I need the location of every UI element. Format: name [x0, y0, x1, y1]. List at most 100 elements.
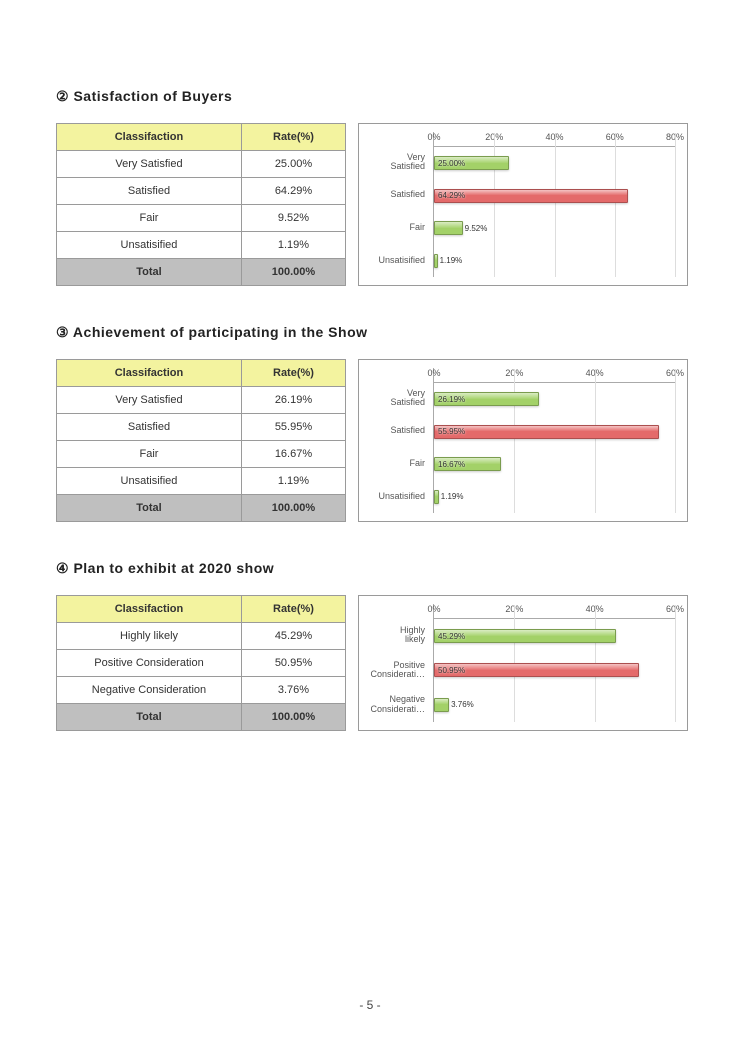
table-header: Classifaction: [57, 360, 242, 387]
row-rate: 55.95%: [241, 414, 345, 441]
y-axis-label: VerySatisfied: [359, 382, 429, 415]
x-axis: 0%20%40%60%80%: [434, 132, 675, 147]
x-axis-tick: 80%: [666, 132, 684, 142]
table-row: Satisfied64.29%: [57, 178, 346, 205]
row-label: Unsatisified: [57, 232, 242, 259]
total-rate: 100.00%: [241, 495, 345, 522]
bar-value-label: 26.19%: [438, 393, 465, 405]
bar: 64.29%: [434, 189, 628, 203]
x-axis: 0%20%40%60%: [434, 368, 675, 383]
x-axis-tick: 40%: [586, 604, 604, 614]
table-total-row: Total100.00%: [57, 495, 346, 522]
section-title: ④ Plan to exhibit at 2020 show: [56, 560, 688, 577]
x-axis-tick: 0%: [427, 368, 440, 378]
table-header: Rate(%): [241, 124, 345, 151]
bar-row: 3.76%: [434, 688, 675, 722]
bar-row: 50.95%: [434, 653, 675, 687]
row-label: Very Satisfied: [57, 387, 242, 414]
row-rate: 64.29%: [241, 178, 345, 205]
row-rate: 3.76%: [241, 677, 345, 704]
x-axis-tick: 0%: [427, 132, 440, 142]
chart-plot: 0%20%40%60%45.29%50.95%3.76%: [433, 604, 675, 722]
total-label: Total: [57, 495, 242, 522]
bar-value-label: 16.67%: [438, 458, 465, 470]
section-row: ClassifactionRate(%)Very Satisfied26.19%…: [56, 359, 688, 522]
bar-chart: VerySatisfiedSatisfiedFairUnsatisified0%…: [358, 123, 688, 286]
bar-row: 1.19%: [434, 245, 675, 278]
section: ③ Achievement of participating in the Sh…: [56, 324, 688, 522]
bar: 45.29%: [434, 629, 616, 643]
bar-value-label: 50.95%: [438, 664, 465, 676]
chart-ylabels: VerySatisfiedSatisfiedFairUnsatisified: [359, 132, 433, 277]
page-number: - 5 -: [0, 998, 740, 1012]
y-axis-label: Satisfied: [359, 415, 429, 448]
row-label: Unsatisified: [57, 468, 242, 495]
bar-value-label: 25.00%: [438, 157, 465, 169]
table-header: Classifaction: [57, 596, 242, 623]
row-rate: 1.19%: [241, 232, 345, 259]
bar-row: 16.67%: [434, 448, 675, 481]
bar-row: 1.19%: [434, 481, 675, 514]
row-rate: 25.00%: [241, 151, 345, 178]
total-rate: 100.00%: [241, 259, 345, 286]
row-label: Fair: [57, 441, 242, 468]
y-axis-label: NegativeConsiderati…: [359, 687, 429, 722]
y-axis-label: Unsatisified: [359, 480, 429, 513]
classification-table: ClassifactionRate(%)Very Satisfied26.19%…: [56, 359, 346, 522]
chart-bars: 45.29% 50.95% 3.76%: [434, 619, 675, 722]
bar: 50.95%: [434, 663, 639, 677]
table-row: Very Satisfied26.19%: [57, 387, 346, 414]
table-header: Rate(%): [241, 360, 345, 387]
table-total-row: Total100.00%: [57, 704, 346, 731]
section-row: ClassifactionRate(%)Very Satisfied25.00%…: [56, 123, 688, 286]
y-axis-label: Fair: [359, 448, 429, 481]
table-row: Negative Consideration3.76%: [57, 677, 346, 704]
row-rate: 50.95%: [241, 650, 345, 677]
row-rate: 45.29%: [241, 623, 345, 650]
bar-chart: VerySatisfiedSatisfiedFairUnsatisified 0%…: [358, 359, 688, 522]
row-label: Satisfied: [57, 414, 242, 441]
table-row: Positive Consideration50.95%: [57, 650, 346, 677]
bar: 1.19%: [434, 490, 439, 504]
y-axis-label: Highlylikely: [359, 618, 429, 653]
table-header: Rate(%): [241, 596, 345, 623]
x-axis-tick: 40%: [545, 132, 563, 142]
bar: 55.95%: [434, 425, 659, 439]
chart-ylabels: HighlylikelyPositiveConsiderati…Negative…: [359, 604, 433, 722]
bar: 25.00%: [434, 156, 509, 170]
row-rate: 1.19%: [241, 468, 345, 495]
table-row: Unsatisified1.19%: [57, 232, 346, 259]
bar: 1.19%: [434, 254, 438, 268]
page-content: ② Satisfaction of BuyersClassifactionRat…: [56, 88, 688, 731]
y-axis-label: Fair: [359, 212, 429, 245]
bar-value-label: 55.95%: [438, 426, 465, 438]
bar-value-label: 64.29%: [438, 190, 465, 202]
x-axis-tick: 60%: [606, 132, 624, 142]
table-row: Very Satisfied25.00%: [57, 151, 346, 178]
table-row: Fair16.67%: [57, 441, 346, 468]
bar-row: 64.29%: [434, 180, 675, 213]
row-label: Negative Consideration: [57, 677, 242, 704]
bar-value-label: 3.76%: [451, 699, 474, 711]
bar: 16.67%: [434, 457, 501, 471]
bar-row: 45.29%: [434, 619, 675, 653]
bar-value-label: 9.52%: [465, 222, 488, 234]
section-row: ClassifactionRate(%)Highly likely45.29%P…: [56, 595, 688, 731]
table-row: Fair9.52%: [57, 205, 346, 232]
chart-plot: 0%20%40%60%80%25.00%64.29%9.52%1.19%: [433, 132, 675, 277]
bar: 26.19%: [434, 392, 539, 406]
total-label: Total: [57, 704, 242, 731]
section-title: ② Satisfaction of Buyers: [56, 88, 688, 105]
x-axis-tick: 0%: [427, 604, 440, 614]
row-label: Satisfied: [57, 178, 242, 205]
row-rate: 16.67%: [241, 441, 345, 468]
bar-row: 25.00%: [434, 147, 675, 180]
y-axis-label: Satisfied: [359, 179, 429, 212]
bar-value-label: 1.19%: [441, 491, 464, 503]
bar-value-label: 1.19%: [440, 255, 463, 267]
y-axis-label: Unsatisified: [359, 244, 429, 277]
classification-table: ClassifactionRate(%)Very Satisfied25.00%…: [56, 123, 346, 286]
table-row: Highly likely45.29%: [57, 623, 346, 650]
y-axis-label: PositiveConsiderati…: [359, 653, 429, 688]
row-rate: 26.19%: [241, 387, 345, 414]
